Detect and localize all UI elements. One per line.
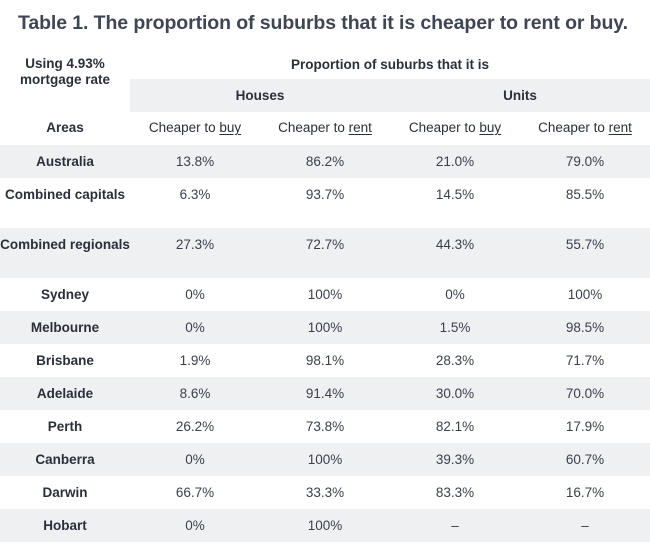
- units-rent-cell: –: [520, 509, 650, 542]
- area-cell: Australia: [0, 145, 130, 178]
- units-rent-cell: 60.7%: [520, 443, 650, 476]
- area-cell: Combined regionals: [0, 228, 130, 278]
- rate-note: Using 4.93% mortgage rate: [0, 46, 130, 112]
- table-row: Canberra 0% 100% 39.3% 60.7%: [0, 443, 650, 476]
- houses-rent-cell: 33.3%: [305, 485, 345, 500]
- houses-buy-cell: 0%: [185, 287, 205, 302]
- units-buy-cell: 83.3%: [435, 485, 475, 500]
- area-cell: Melbourne: [0, 311, 130, 344]
- units-rent-cell: 17.9%: [565, 419, 605, 434]
- houses-buy-cell: 1.9%: [179, 353, 211, 368]
- area-cell: Combined capitals: [4, 187, 126, 202]
- houses-rent-header: Cheaper to rent: [278, 120, 372, 135]
- units-rent-cell: 100%: [567, 287, 603, 302]
- units-buy-cell: 44.3%: [390, 228, 520, 278]
- houses-buy-cell: 13.8%: [130, 145, 260, 178]
- table-row: Brisbane 1.9% 98.1% 28.3% 71.7%: [0, 344, 650, 377]
- units-buy-cell: 30.0%: [390, 377, 520, 410]
- units-rent-header: Cheaper to rent: [538, 120, 632, 135]
- area-cell: Adelaide: [0, 377, 130, 410]
- proportion-header: Proportion of suburbs that it is: [291, 57, 489, 72]
- houses-buy-cell: 26.2%: [175, 419, 215, 434]
- units-rent-cell: 71.7%: [565, 353, 605, 368]
- units-buy-cell: 39.3%: [390, 443, 520, 476]
- areas-header: Areas: [46, 120, 84, 135]
- houses-rent-cell: 91.4%: [260, 377, 390, 410]
- table-title: Table 1. The proportion of suburbs that …: [18, 12, 628, 34]
- table-row: Adelaide 8.6% 91.4% 30.0% 70.0%: [0, 377, 650, 410]
- units-rent-cell: 70.0%: [520, 377, 650, 410]
- houses-rent-cell: 93.7%: [305, 187, 345, 202]
- units-header: Units: [390, 79, 650, 112]
- table-row: Australia 13.8% 86.2% 21.0% 79.0%: [0, 145, 650, 178]
- units-rent-cell: 98.5%: [520, 311, 650, 344]
- units-buy-cell: 21.0%: [390, 145, 520, 178]
- table-row: Combined regionals 27.3% 72.7% 44.3% 55.…: [0, 228, 650, 278]
- houses-rent-cell: 100%: [260, 509, 390, 542]
- table-row: Melbourne 0% 100% 1.5% 98.5%: [0, 311, 650, 344]
- area-cell: Canberra: [0, 443, 130, 476]
- houses-rent-cell: 86.2%: [260, 145, 390, 178]
- houses-buy-cell: 0%: [130, 311, 260, 344]
- units-buy-cell: –: [390, 509, 520, 542]
- units-rent-cell: 85.5%: [565, 187, 605, 202]
- houses-buy-cell: 8.6%: [130, 377, 260, 410]
- houses-buy-cell: 0%: [130, 509, 260, 542]
- area-cell: Darwin: [42, 485, 88, 500]
- houses-rent-cell: 72.7%: [260, 228, 390, 278]
- houses-rent-cell: 98.1%: [305, 353, 345, 368]
- area-cell: Sydney: [40, 287, 90, 302]
- units-buy-cell: 14.5%: [435, 187, 475, 202]
- houses-rent-cell: 100%: [260, 443, 390, 476]
- area-cell: Perth: [47, 419, 83, 434]
- table-row: Darwin 66.7% 33.3% 83.3% 16.7%: [0, 476, 650, 509]
- table-row: Sydney 0% 100% 0% 100%: [0, 278, 650, 311]
- table-row: Hobart 0% 100% – –: [0, 509, 650, 542]
- units-buy-cell: 82.1%: [435, 419, 475, 434]
- houses-rent-cell: 100%: [260, 311, 390, 344]
- units-buy-cell: 1.5%: [390, 311, 520, 344]
- houses-buy-cell: 27.3%: [130, 228, 260, 278]
- suburbs-table: Using 4.93% mortgage rate Proportion of …: [0, 46, 650, 542]
- units-buy-cell: 28.3%: [435, 353, 475, 368]
- table-row: Combined capitals 6.3% 93.7% 14.5% 85.5%: [0, 178, 650, 228]
- table-row: Perth 26.2% 73.8% 82.1% 17.9%: [0, 410, 650, 443]
- units-rent-cell: 79.0%: [520, 145, 650, 178]
- units-rent-cell: 55.7%: [520, 228, 650, 278]
- units-buy-header: Cheaper to buy: [408, 120, 502, 135]
- houses-buy-header: Cheaper to buy: [148, 120, 242, 135]
- area-cell: Hobart: [0, 509, 130, 542]
- units-buy-cell: 0%: [445, 287, 465, 302]
- area-cell: Brisbane: [36, 353, 94, 368]
- houses-buy-cell: 0%: [130, 443, 260, 476]
- houses-header: Houses: [130, 79, 390, 112]
- units-rent-cell: 16.7%: [565, 485, 605, 500]
- houses-buy-cell: 66.7%: [175, 485, 215, 500]
- houses-rent-cell: 100%: [307, 287, 343, 302]
- houses-rent-cell: 73.8%: [305, 419, 345, 434]
- houses-buy-cell: 6.3%: [179, 187, 211, 202]
